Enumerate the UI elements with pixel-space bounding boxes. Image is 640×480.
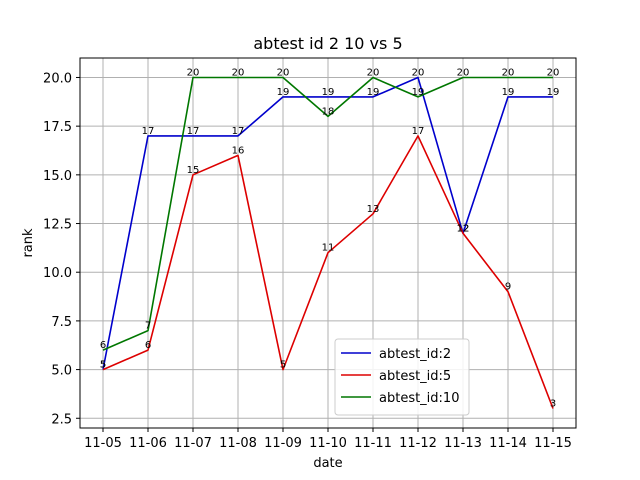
data-label: 12 xyxy=(457,223,470,234)
data-label: 19 xyxy=(367,87,380,98)
y-tick-label: 15.0 xyxy=(43,169,72,184)
data-label: 17 xyxy=(142,126,155,137)
x-tick-label: 11-09 xyxy=(264,436,302,451)
x-tick-label: 11-06 xyxy=(129,436,167,451)
y-tick-label: 5.0 xyxy=(51,364,72,379)
data-label: 5 xyxy=(100,360,106,371)
data-label: 20 xyxy=(502,67,515,78)
x-tick-label: 11-10 xyxy=(309,436,347,451)
data-label: 20 xyxy=(412,67,425,78)
x-axis: 11-05 11-06 11-07 11-08 11-09 11-10 11-11 11-12… xyxy=(84,428,572,451)
chart-title: abtest id 2 10 vs 5 xyxy=(253,34,402,53)
y-axis: 2.5 5.0 7.5 10.0 12.5 15.0 17.5 20.0 xyxy=(43,71,80,427)
data-label: 20 xyxy=(232,67,245,78)
data-label: 16 xyxy=(232,145,245,156)
data-label: 19 xyxy=(322,87,335,98)
data-label: 17 xyxy=(187,126,200,137)
data-label: 12 xyxy=(457,223,470,234)
data-label: 19 xyxy=(277,87,290,98)
x-tick-label: 11-05 xyxy=(84,436,122,451)
data-label: 5 xyxy=(100,360,106,371)
legend: abtest_id:2 abtest_id:5 abtest_id:10 xyxy=(334,338,470,416)
data-label: 19 xyxy=(412,87,425,98)
y-tick-label: 7.5 xyxy=(51,315,72,330)
data-label: 3 xyxy=(550,399,556,410)
x-tick-label: 11-07 xyxy=(174,436,212,451)
y-tick-label: 10.0 xyxy=(43,266,72,281)
x-tick-label: 11-15 xyxy=(534,436,572,451)
x-tick-label: 11-13 xyxy=(444,436,482,451)
y-tick-label: 12.5 xyxy=(43,218,72,233)
series-line xyxy=(102,76,553,370)
x-tick-label: 11-14 xyxy=(489,436,527,451)
data-label: 20 xyxy=(367,67,380,78)
data-label: 5 xyxy=(280,360,286,371)
data-label: 20 xyxy=(277,67,290,78)
legend-label: abtest_id:2 xyxy=(379,347,451,362)
legend-label: abtest_id:10 xyxy=(379,391,459,406)
data-label: 19 xyxy=(547,87,560,98)
y-axis-label: rank xyxy=(21,228,36,258)
x-tick-label: 11-11 xyxy=(354,436,392,451)
data-label: 20 xyxy=(457,67,470,78)
x-tick-label: 11-08 xyxy=(219,436,257,451)
series-line xyxy=(102,76,553,351)
legend-label: abtest_id:5 xyxy=(379,369,451,384)
y-tick-label: 17.5 xyxy=(43,120,72,135)
x-tick-label: 11-12 xyxy=(399,436,437,451)
data-label: 18 xyxy=(322,106,335,117)
data-label: 15 xyxy=(187,165,200,176)
data-label: 9 xyxy=(505,282,511,293)
data-label: 13 xyxy=(367,204,380,215)
data-label: 20 xyxy=(187,67,200,78)
data-label: 7 xyxy=(145,321,151,332)
series-line xyxy=(102,135,554,409)
data-label: 20 xyxy=(547,67,560,78)
y-tick-label: 2.5 xyxy=(51,412,72,427)
legend-box xyxy=(334,338,470,416)
data-label: 17 xyxy=(232,126,245,137)
grid xyxy=(80,58,576,428)
data-label: 19 xyxy=(502,87,515,98)
x-axis-label: date xyxy=(313,456,342,471)
data-label: 6 xyxy=(145,340,151,351)
data-label: 11 xyxy=(322,243,335,254)
data-label: 6 xyxy=(100,340,106,351)
series-group xyxy=(102,76,554,409)
y-tick-label: 20.0 xyxy=(43,71,72,86)
data-label: 17 xyxy=(412,126,425,137)
